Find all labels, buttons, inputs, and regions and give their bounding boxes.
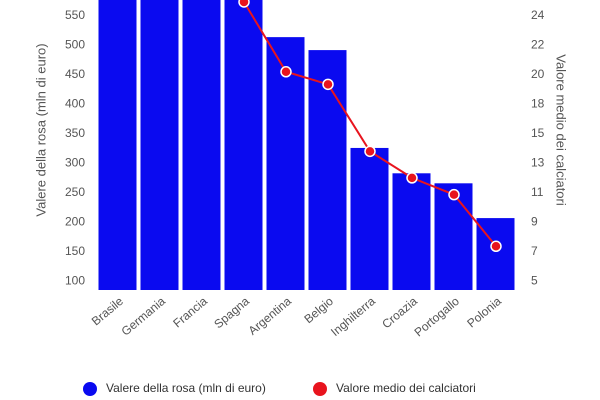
legend-marker [83, 382, 97, 396]
x-tick-label: Belgio [301, 294, 336, 326]
bar [224, 0, 263, 290]
bar [392, 173, 431, 290]
y-tick-label: 550 [65, 8, 85, 22]
y2-tick-label: 7 [531, 244, 538, 258]
y-tick-label: 400 [65, 97, 85, 111]
y2-tick-label: 18 [531, 96, 545, 110]
y2-tick-label: 5 [531, 273, 538, 287]
legend-label: Valere della rosa (mln di euro) [106, 381, 266, 395]
x-tick-label: Germania [119, 294, 169, 339]
legend-marker [313, 382, 327, 396]
y2-tick-label: 15 [531, 126, 545, 140]
line-point [448, 188, 460, 201]
y2-tick-label: 13 [531, 156, 545, 170]
bar [350, 147, 389, 290]
line-point [238, 0, 250, 8]
x-tick-label: Francia [170, 294, 210, 331]
x-tick-label: Portogallo [412, 294, 463, 340]
x-tick-label: Polonia [464, 294, 504, 331]
line-point [280, 66, 292, 78]
y-tick-label: 250 [65, 185, 85, 199]
y-tick-label: 100 [65, 273, 85, 287]
line-point [406, 172, 418, 184]
y-tick-label: 150 [65, 244, 85, 258]
y-tick-label: 500 [65, 38, 85, 52]
bar [434, 183, 473, 290]
bar [308, 50, 347, 290]
y2-axis-title: Valore medio dei calciatori [554, 54, 569, 206]
line-point [364, 145, 376, 158]
y-tick-label: 300 [65, 155, 85, 169]
y2-tick-label: 24 [531, 8, 545, 22]
y2-tick-label: 20 [531, 67, 545, 81]
bar [98, 0, 137, 290]
bar [182, 0, 221, 290]
plot-area [98, 0, 515, 290]
y-tick-label: 200 [65, 214, 85, 228]
bar [266, 37, 305, 290]
y-tick-label: 450 [65, 67, 85, 81]
x-tick-label: Argentina [246, 294, 295, 338]
y-axis-title: Valere della rosa (mln di euro) [33, 43, 48, 216]
line-point [490, 240, 502, 253]
line-point [322, 78, 334, 91]
y2-tick-label: 11 [531, 185, 544, 199]
y2-tick-label: 9 [531, 214, 538, 228]
legend-label: Valore medio dei calciatori [336, 381, 476, 395]
x-tick-label: Inghilterra [328, 294, 378, 339]
y-tick-label: 350 [65, 126, 85, 140]
y2-tick-label: 22 [531, 38, 545, 52]
bar [140, 0, 179, 290]
x-tick-label: Brasile [89, 294, 126, 329]
